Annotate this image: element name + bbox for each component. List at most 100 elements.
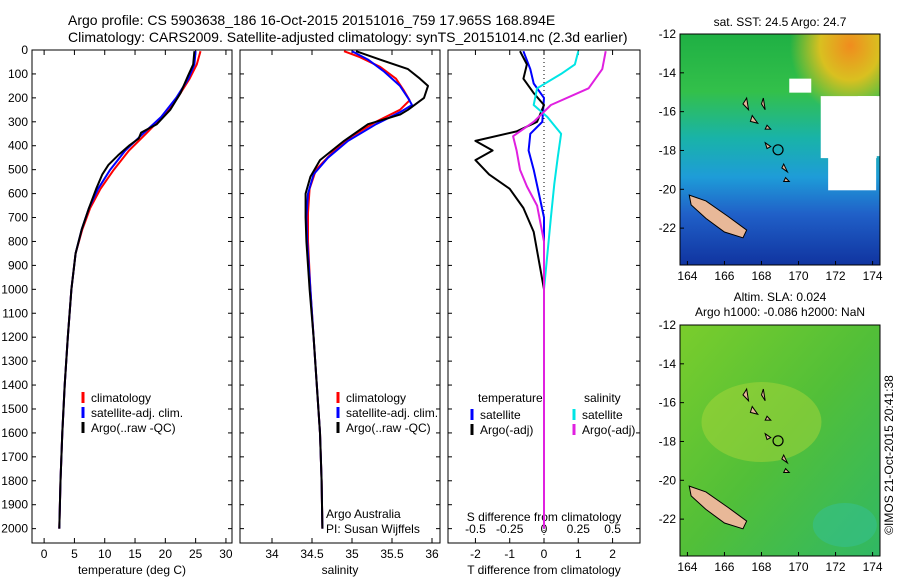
legend-label: satellite — [582, 408, 623, 422]
x-tick-label: 15 — [128, 547, 142, 561]
map-x-tick-label: 174 — [863, 560, 883, 574]
island-vanuatu — [781, 453, 789, 465]
island-new-caledonia — [688, 485, 748, 530]
y-tick-label: 1300 — [1, 354, 28, 368]
y-tick-label: 1500 — [1, 402, 28, 416]
map-y-tick-label: -12 — [659, 318, 677, 332]
map-x-tick-label: 168 — [751, 269, 771, 283]
legend-label: Argo(-adj) — [480, 423, 533, 437]
x-tick-label: 34.5 — [300, 547, 324, 561]
y-tick-label: 2000 — [1, 522, 28, 536]
x-tick-label: -2 — [470, 547, 481, 561]
profile-panel-1: 0 5 10 15 20 25 30 temperature (deg C) 0 100 200 30… — [1, 43, 233, 577]
x-tick-label: 20 — [159, 547, 173, 561]
island-new-caledonia — [688, 194, 748, 239]
map-y-tick-label: -12 — [659, 27, 677, 41]
island-vanuatu — [764, 124, 772, 130]
x-tick-label: 25 — [189, 547, 203, 561]
map-y-tick-label: -14 — [659, 357, 677, 371]
x-tick-label: 36 — [425, 547, 439, 561]
island-vanuatu — [782, 467, 791, 474]
y-tick-label: 700 — [8, 211, 28, 225]
sla-map-panel: 164 166 168 170 172 174 -12 -14 -16 -18 -20 -22 Alti… — [659, 290, 883, 574]
cloud-mask — [857, 96, 884, 157]
series-line-4 — [512, 51, 607, 529]
x-axis-label: temperature (deg C) — [78, 563, 186, 577]
y-tick-label: 1200 — [1, 330, 28, 344]
x-axis-label: T difference from climatology — [467, 563, 621, 577]
x2-tick-label: 0.25 — [567, 522, 591, 536]
x-tick-label: 10 — [98, 547, 112, 561]
panel-annotation: PI: Susan Wijffels — [326, 522, 420, 536]
profile-location-marker — [772, 144, 784, 156]
legend-label: Argo(..raw -QC) — [91, 421, 176, 435]
map-y-tick-label: -20 — [659, 473, 677, 487]
cloud-mask — [828, 156, 877, 191]
map-frame — [679, 324, 881, 557]
map-y-tick-label: -22 — [659, 221, 677, 235]
map-y-tick-label: -16 — [659, 105, 677, 119]
x-tick-label: 0 — [41, 547, 48, 561]
map-x-tick-label: 174 — [863, 269, 883, 283]
map-y-tick-label: -18 — [659, 143, 677, 157]
island-vanuatu — [764, 432, 772, 441]
y-tick-label: 1800 — [1, 474, 28, 488]
x-tick-label: -1 — [504, 547, 515, 561]
y-tick-label: 100 — [8, 67, 28, 81]
map-x-tick-label: 172 — [826, 269, 846, 283]
plot-frame — [31, 49, 233, 544]
island-vanuatu — [781, 162, 789, 174]
credit-text: ©IMOS 21-Oct-2015 20:41:38 — [882, 375, 896, 535]
island-vanuatu — [782, 176, 791, 183]
island-vanuatu — [749, 114, 759, 125]
series-line-3 — [58, 51, 196, 529]
legend-title-salinity: salinity — [584, 391, 621, 405]
cloud-mask — [789, 78, 812, 93]
map-y-tick-label: -14 — [659, 66, 677, 80]
y-tick-label: 1000 — [1, 282, 28, 296]
map-y-tick-label: -16 — [659, 396, 677, 410]
y-tick-label: 200 — [8, 91, 28, 105]
island-vanuatu — [760, 388, 766, 401]
y-tick-label: 600 — [8, 187, 28, 201]
header-line-2: Climatology: CARS2009. Satellite-adjuste… — [68, 29, 628, 45]
legend-label: Argo(..raw -QC) — [346, 421, 431, 435]
series-line-3 — [304, 50, 429, 529]
island-vanuatu — [764, 415, 772, 421]
legend-label: satellite — [480, 408, 521, 422]
legend-label: satellite-adj. clim. — [346, 406, 438, 420]
sla-anomaly — [812, 502, 877, 547]
legend-label: climatology — [91, 391, 151, 405]
x-tick-label: 34 — [265, 547, 279, 561]
x-tick-label: 2 — [609, 547, 616, 561]
map-y-tick-label: -22 — [659, 512, 677, 526]
legend-label: climatology — [346, 391, 406, 405]
y-tick-label: 1100 — [2, 306, 28, 320]
x2-tick-label: -0.25 — [496, 522, 524, 536]
map-frame — [679, 33, 881, 266]
profile-panel-2: 34 34.5 35 35.5 36 salinity climatologysatelli… — [239, 49, 441, 577]
sla-anomaly — [701, 382, 822, 463]
x-tick-label: 35.5 — [380, 547, 404, 561]
sst-map-panel: 164 166 168 170 172 174 -12 -14 -16 -18 -20 -22 sat.… — [659, 15, 884, 283]
map-y-tick-label: -18 — [659, 434, 677, 448]
y-tick-label: 1600 — [1, 426, 28, 440]
legend-label: Argo(-adj) — [582, 423, 635, 437]
island-vanuatu — [764, 141, 772, 150]
profile-panel-3: -2 -1 0 1 2 T difference from climatology -0.5… — [447, 49, 641, 577]
map-title: Altim. SLA: 0.024 — [734, 290, 827, 304]
map-x-tick-label: 170 — [789, 560, 809, 574]
map-x-tick-label: 170 — [789, 269, 809, 283]
map-x-tick-label: 168 — [751, 560, 771, 574]
x-tick-label: 0 — [541, 547, 548, 561]
map-x-tick-label: 164 — [677, 269, 697, 283]
series-line-2 — [474, 50, 545, 529]
y-tick-label: 1900 — [1, 498, 28, 512]
y-tick-label: 800 — [8, 234, 28, 248]
x-tick-label: 5 — [71, 547, 78, 561]
y-tick-label: 900 — [8, 258, 28, 272]
map-x-tick-label: 172 — [826, 560, 846, 574]
y-tick-label: 500 — [8, 163, 28, 177]
